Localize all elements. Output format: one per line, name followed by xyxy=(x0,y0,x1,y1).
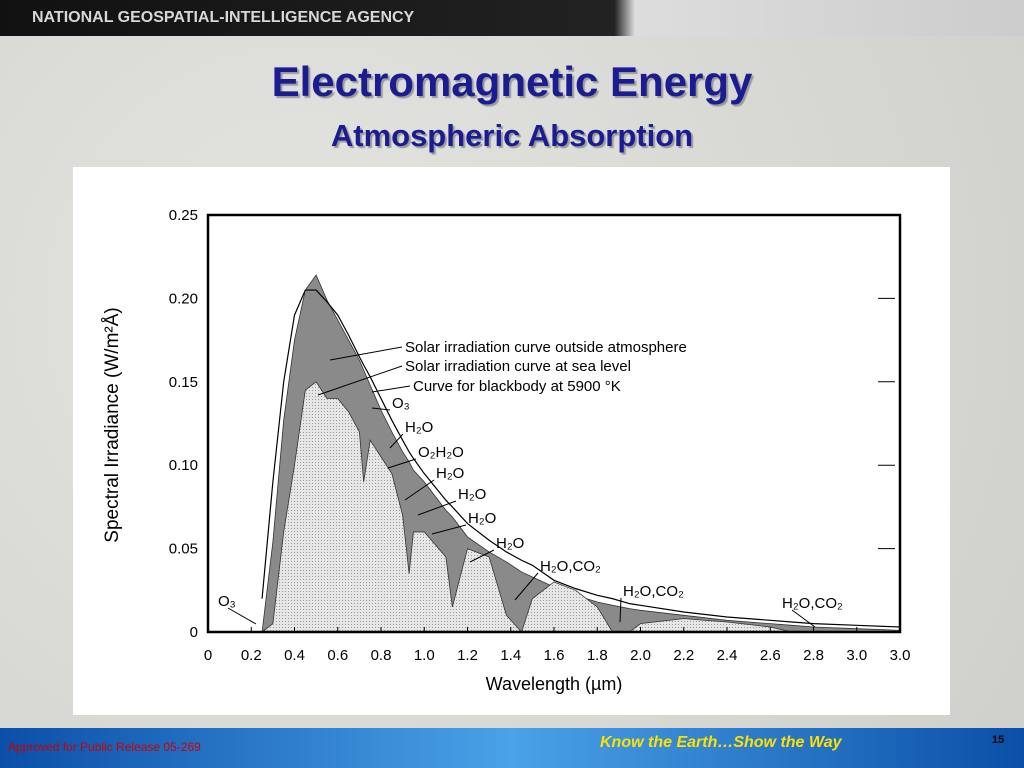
callout-arrow xyxy=(619,597,622,623)
x-tick-label: 2.2 xyxy=(673,647,694,664)
x-tick-label: 3.0 xyxy=(890,647,911,664)
x-tick-label: 3.0 xyxy=(846,647,867,664)
x-tick-label: 0.6 xyxy=(327,647,348,664)
irradiance-area xyxy=(260,381,900,633)
x-tick-label: 1.0 xyxy=(414,647,435,664)
y-tick-label: 0 xyxy=(190,624,198,641)
callout-arrow xyxy=(389,433,404,449)
x-tick-label: 1.2 xyxy=(457,647,478,664)
x-tick-label: 1.6 xyxy=(544,647,565,664)
y-tick-label: 0.15 xyxy=(169,374,198,391)
y-tick-label: 0.20 xyxy=(169,290,198,307)
callout-arrow xyxy=(371,407,391,411)
page-number: 15 xyxy=(992,734,1005,746)
absorber-label: H₂O xyxy=(405,419,433,436)
x-tick-label: 2.4 xyxy=(717,647,738,664)
x-tick-label: 0 xyxy=(204,647,212,664)
series-label: Solar irradiation curve at sea level xyxy=(405,358,631,375)
agency: NATIONAL GEOSPATIAL-INTELLIGENCE AGENCY xyxy=(32,9,415,26)
x-tick-label: 0.4 xyxy=(284,647,305,664)
y-axis-label: Spectral Irradiance (W/m²Å) xyxy=(102,307,123,542)
absorber-label: O₃ xyxy=(392,395,410,412)
x-tick-label: 1.4 xyxy=(500,647,521,664)
absorber-label: O₂H₂O xyxy=(418,444,464,461)
callout-arrow xyxy=(371,385,411,393)
callout-arrow xyxy=(387,458,417,469)
absorber-label: H₂O xyxy=(496,535,524,552)
subtitle: Atmospheric Absorption xyxy=(330,118,694,153)
callout-arrow xyxy=(469,549,495,563)
callout-arrow xyxy=(417,500,457,516)
title: Electromagnetic Energy xyxy=(271,58,753,105)
y-tick-label: 0.25 xyxy=(169,207,198,224)
callout-arrow xyxy=(431,524,467,535)
absorber-label: H₂O xyxy=(468,510,496,527)
header-bar: NATIONAL GEOSPATIAL-INTELLIGENCE AGENCY xyxy=(0,0,1024,36)
x-tick-label: 2.6 xyxy=(760,647,781,664)
footer-bar: Approved for Public Release 05-269 Know … xyxy=(0,728,1024,768)
absorber-label: H₂O,CO₂ xyxy=(540,558,601,575)
x-tick-label: 1.8 xyxy=(587,647,608,664)
callout-arrow xyxy=(404,479,435,501)
x-tick-label: 2.0 xyxy=(630,647,651,664)
release: Approved for Public Release 05-269 xyxy=(8,740,201,754)
callout-arrow xyxy=(329,346,403,361)
x-tick-label: 0.2 xyxy=(241,647,262,664)
y-tick-label: 0.05 xyxy=(169,541,198,558)
series-label: Curve for blackbody at 5900 °K xyxy=(413,378,621,395)
motto: Know the Earth…Show the Way xyxy=(600,734,842,751)
x-tick-label: 2.8 xyxy=(803,647,824,664)
x-tick-label: 0.8 xyxy=(371,647,392,664)
y-tick-label: 0.10 xyxy=(169,457,198,474)
absorber-label: O₃ xyxy=(218,593,236,610)
callout-arrow xyxy=(227,607,257,625)
series-label: Solar irradiation curve outside atmosphe… xyxy=(405,339,687,356)
callout-arrow xyxy=(791,609,816,628)
x-axis-label: Wavelength (µm) xyxy=(486,674,623,694)
callout-arrow xyxy=(514,572,539,601)
absorber-label: H₂O,CO₂ xyxy=(782,595,843,612)
absorber-label: H₂O,CO₂ xyxy=(623,583,684,600)
absorber-label: H₂O xyxy=(436,465,464,482)
absorber-label: H₂O xyxy=(458,486,486,503)
callout-arrow xyxy=(317,365,403,396)
